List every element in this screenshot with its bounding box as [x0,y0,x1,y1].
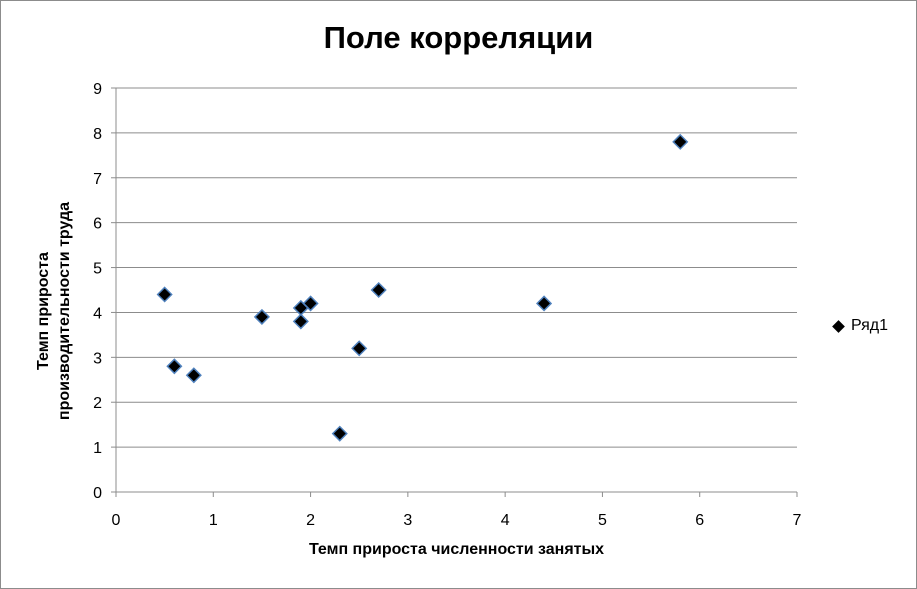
x-tick-label-2: 2 [306,512,315,529]
y-tick-label-1: 1 [93,440,102,457]
data-point-0-3 [253,308,270,325]
x-tick-label-4: 4 [501,512,510,529]
x-tick-label-3: 3 [403,512,412,529]
y-tick-label-5: 5 [93,261,102,278]
x-tick-label-0: 0 [112,512,121,529]
y-tick-label-3: 3 [93,350,102,367]
data-point-0-9 [370,281,387,299]
x-tick-label-7: 7 [793,512,802,529]
x-axis-label: Темп прироста численности занятых [308,541,605,558]
y-tick-label-0: 0 [93,485,102,502]
legend: Ряд1 [832,317,889,335]
chart-title: Поле корреляции [323,20,594,55]
y-tick-label-4: 4 [93,305,102,322]
y-tick-label-7: 7 [93,171,102,188]
y-tick-label-6: 6 [93,216,102,233]
data-point-0-0 [156,286,173,303]
data-point-0-11 [672,133,689,150]
x-tick-label-5: 5 [598,512,607,529]
y-tick-label-9: 9 [93,81,102,98]
data-point-0-8 [351,340,368,357]
data-point-0-6 [302,295,319,312]
x-tick-label-1: 1 [209,512,218,529]
data-point-0-5 [292,313,309,330]
legend-series-label: Ряд1 [851,317,889,334]
data-point-0-1 [166,358,183,375]
y-tick-label-8: 8 [93,126,102,143]
legend-diamond-icon [832,319,845,333]
data-point-0-10 [535,295,553,312]
x-tick-label-6: 6 [695,512,704,529]
data-point-0-7 [331,425,348,442]
y-tick-label-2: 2 [93,395,102,412]
data-point-0-2 [185,367,202,384]
